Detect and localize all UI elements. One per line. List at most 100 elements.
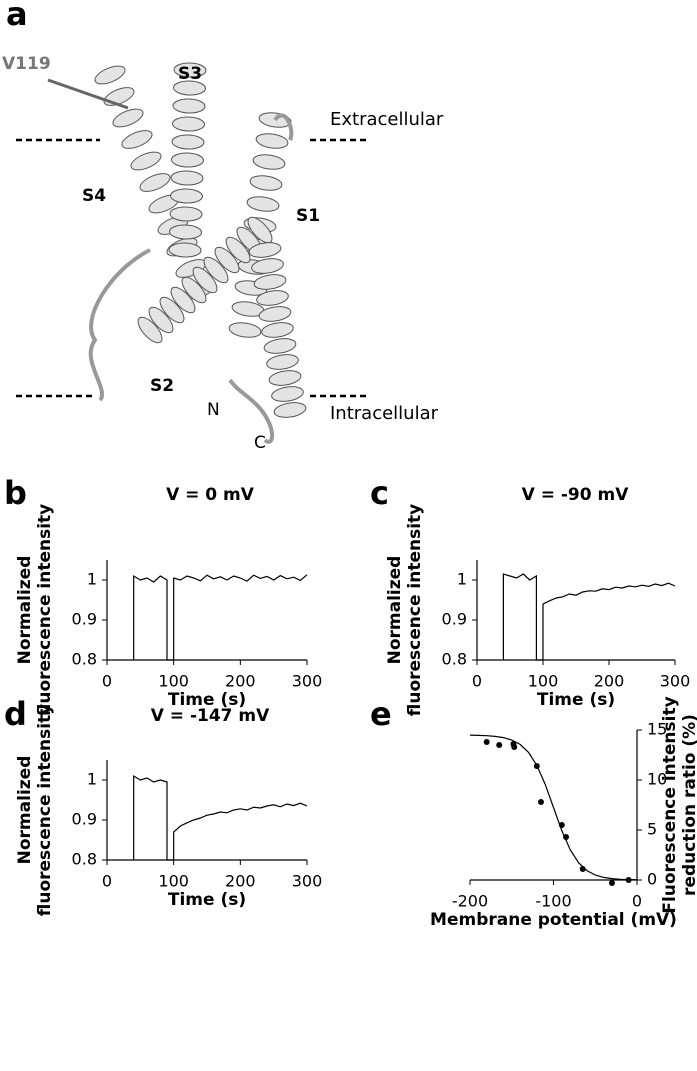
helix-turn [252, 154, 286, 170]
helix-turn [253, 274, 287, 290]
x-tick-label: 100 [528, 672, 559, 691]
panel-letter: a [6, 0, 28, 33]
helix-turn [268, 370, 302, 386]
helix-turn [255, 133, 289, 149]
trace-line [133, 574, 308, 661]
helix-label: S4 [82, 186, 106, 206]
x-axis-label: Time (s) [168, 890, 246, 910]
y-tick-label: 15 [647, 720, 667, 739]
data-point [537, 799, 544, 805]
helix-label: S1 [296, 206, 320, 226]
y-axis-label: fluorescence intensity [35, 704, 55, 917]
protein-ribbon [88, 62, 307, 444]
helix-turn [169, 224, 202, 240]
terminus-label: N [207, 400, 220, 420]
helix-turn [192, 266, 218, 294]
x-tick-label: 0 [632, 892, 642, 911]
helix-turn [181, 276, 207, 304]
helix-turn [168, 242, 202, 258]
helix-turn [173, 62, 207, 78]
trace-line [469, 734, 638, 881]
helix-turn [228, 322, 262, 338]
helix-turn [271, 386, 304, 402]
y-axis-label: fluorescence intensity [405, 504, 425, 717]
panel-letter: c [370, 474, 389, 512]
trace-line [133, 774, 308, 861]
chart-title: V = -90 mV [522, 485, 630, 505]
panel-letter: b [4, 474, 27, 512]
data-point [483, 739, 490, 745]
helix-turn [266, 354, 299, 370]
helix-turn [170, 286, 196, 314]
helix-turn [249, 175, 283, 191]
helix-turn [170, 170, 204, 186]
residue-label: V119 [2, 54, 51, 74]
x-tick-label: 0 [472, 672, 482, 691]
x-tick-label: -200 [452, 892, 488, 911]
helix-label: S3 [178, 64, 202, 84]
x-tick-label: 0 [102, 872, 112, 891]
helix-turn [171, 152, 204, 168]
y-tick-label: 0.8 [72, 650, 97, 669]
region-label: Intracellular [330, 403, 439, 424]
loop [273, 113, 294, 141]
helix-turn [148, 306, 174, 334]
terminus-label: C [254, 433, 266, 453]
helix-turn [263, 338, 297, 354]
x-tick-label: 300 [660, 672, 691, 691]
y-tick-label: 10 [647, 770, 667, 789]
y-axis-label: Normalized [15, 756, 35, 865]
y-tick-label: 0.9 [72, 810, 97, 829]
helix-turn [159, 296, 185, 324]
helix-turn [256, 290, 289, 306]
y-tick-label: 0 [647, 870, 657, 889]
helix-turn [139, 173, 171, 192]
helix-turn [273, 402, 307, 418]
region-label: Extracellular [330, 109, 444, 130]
loop [88, 248, 151, 402]
y-tick-label: 0.8 [72, 850, 97, 869]
y-tick-label: 0.9 [442, 610, 467, 629]
helix-label: S2 [150, 376, 174, 396]
x-tick-label: 100 [158, 672, 189, 691]
chart-title: V = -147 mV [151, 706, 270, 726]
helix-turn [172, 98, 206, 114]
y-tick-label: 1 [457, 570, 467, 589]
x-tick-label: 300 [292, 872, 323, 891]
y-tick-label: 1 [87, 570, 97, 589]
data-point [496, 742, 503, 748]
helix-turn [203, 256, 229, 284]
y-tick-label: 0.9 [72, 610, 97, 629]
y-axis-label: fluorescence intensity [35, 504, 55, 717]
helix-turn [172, 116, 205, 132]
panel-letter: e [370, 695, 392, 733]
x-tick-label: 200 [225, 672, 256, 691]
helix-turn [248, 242, 282, 258]
x-tick-label: 100 [158, 872, 189, 891]
helix-turn [225, 236, 251, 264]
x-axis-label: Time (s) [537, 690, 615, 710]
x-tick-label: 200 [225, 872, 256, 891]
helix-turn [121, 130, 153, 149]
y-tick-label: 0.8 [442, 650, 467, 669]
x-tick-label: 0 [102, 672, 112, 691]
y-axis-label: Fluorescence intensity [660, 696, 680, 913]
helix-turn [171, 134, 205, 150]
helix-turn [261, 322, 294, 338]
helix-turn [251, 258, 284, 274]
y-tick-label: 1 [87, 770, 97, 789]
pointer-line [47, 78, 129, 110]
y-axis-label: Normalized [15, 556, 35, 665]
helix-turn [258, 306, 292, 322]
helix-turn [246, 196, 280, 212]
x-tick-label: 200 [594, 672, 625, 691]
helix-turn [94, 65, 126, 85]
helix-turn [137, 316, 163, 344]
structure-panel: a V119 S3 S4 S1 S2 N C Extracellular Int… [2, 0, 444, 453]
helix-turn [247, 216, 273, 244]
loop [228, 378, 275, 444]
y-axis-label: Normalized [385, 556, 405, 665]
helix-turn [112, 108, 144, 128]
y-axis-label: reduction ratio (%) [680, 714, 697, 896]
